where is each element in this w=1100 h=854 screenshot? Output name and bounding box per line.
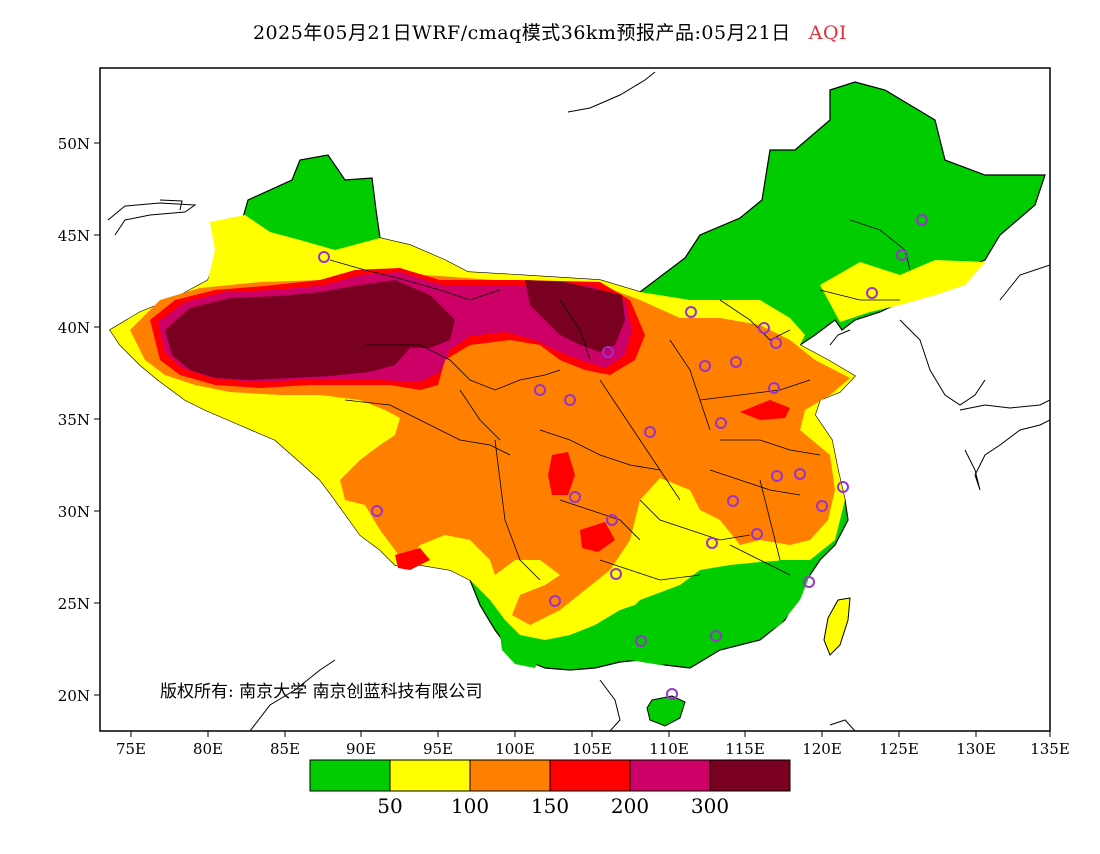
- neighbour-coastlines: [107, 71, 1050, 731]
- station-marker: [715, 417, 727, 429]
- legend-swatch-unhealthy: [549, 759, 631, 792]
- station-marker: [866, 287, 878, 299]
- lat-label: 40N: [58, 319, 90, 337]
- lon-label: 80E: [193, 740, 223, 758]
- lon-label: 90E: [346, 740, 376, 758]
- station-marker: [751, 528, 763, 540]
- taiwan-island: [823, 597, 851, 656]
- aqi-hotspot: [580, 522, 615, 552]
- station-marker: [916, 214, 928, 226]
- province-boundaries: [329, 219, 911, 581]
- station-marker: [896, 249, 908, 261]
- station-marker: [606, 514, 618, 526]
- lat-label: 20N: [58, 687, 90, 705]
- station-marker: [794, 468, 806, 480]
- lon-label: 115E: [725, 740, 765, 758]
- station-marker: [768, 382, 780, 394]
- lon-label: 100E: [495, 740, 535, 758]
- station-marker: [666, 688, 678, 700]
- lat-label: 30N: [58, 503, 90, 521]
- station-marker: [770, 337, 782, 349]
- map-frame: [99, 67, 1051, 732]
- lon-label: 120E: [802, 740, 842, 758]
- legend-swatch-usg: [469, 759, 551, 792]
- station-marker: [816, 500, 828, 512]
- aqi-hotspot: [548, 452, 575, 495]
- station-marker: [549, 595, 561, 607]
- aqi-zone-good-southwest: [500, 635, 545, 668]
- legend-threshold: 50: [377, 794, 402, 818]
- title-variable: AQI: [808, 22, 848, 44]
- lon-label: 130E: [956, 740, 996, 758]
- station-marker: [730, 356, 742, 368]
- legend-threshold: 300: [691, 794, 729, 818]
- station-marker: [318, 251, 330, 263]
- aqi-zone-hazardous-west: [165, 280, 455, 380]
- station-marker: [758, 322, 770, 334]
- station-marker: [610, 568, 622, 580]
- legend-swatch-good: [309, 759, 391, 792]
- station-marker: [644, 426, 656, 438]
- lon-label: 125E: [879, 740, 919, 758]
- legend-threshold: 150: [531, 794, 569, 818]
- lat-label: 50N: [58, 135, 90, 153]
- station-marker: [569, 491, 581, 503]
- lat-label: 35N: [58, 411, 90, 429]
- lat-label: 25N: [58, 595, 90, 613]
- station-marker: [602, 346, 614, 358]
- aqi-hotspot: [395, 548, 430, 570]
- legend-colorbar: [309, 759, 791, 792]
- latitude-axis: [94, 142, 100, 696]
- legend-swatch-moderate: [389, 759, 471, 792]
- station-marker: [771, 470, 783, 482]
- lon-label: 110E: [649, 740, 689, 758]
- station-marker: [371, 505, 383, 517]
- lon-label: 75E: [116, 740, 146, 758]
- station-marker: [837, 481, 849, 493]
- lon-label: 135E: [1030, 740, 1070, 758]
- copyright-text: 版权所有: 南京大学 南京创蓝科技有限公司: [160, 682, 483, 702]
- station-marker: [710, 630, 722, 642]
- lon-label: 85E: [270, 740, 300, 758]
- hainan-island: [646, 695, 686, 727]
- legend-swatch-very-unhealthy: [629, 759, 711, 792]
- longitude-axis: [130, 731, 1051, 737]
- aqi-zone-good-south: [610, 560, 810, 665]
- lon-label: 105E: [572, 740, 612, 758]
- legend-swatch-hazardous: [709, 759, 791, 792]
- station-marker: [534, 384, 546, 396]
- legend-threshold: 200: [611, 794, 649, 818]
- map-title: 2025年05月21日WRF/cmaq模式36km预报产品:05月21日 AQI: [0, 18, 1100, 45]
- aqi-zone-hazardous-east: [525, 280, 625, 352]
- legend-threshold: 100: [451, 794, 489, 818]
- title-main: 2025年05月21日WRF/cmaq模式36km预报产品:05月21日: [252, 22, 791, 44]
- station-marker: [727, 495, 739, 507]
- map-area: 版权所有: 南京大学 南京创蓝科技有限公司: [107, 71, 1050, 731]
- station-marker: [706, 537, 718, 549]
- lat-label: 45N: [58, 227, 90, 245]
- station-marker: [803, 576, 815, 588]
- lon-label: 95E: [423, 740, 453, 758]
- aqi-hotspot: [740, 400, 790, 420]
- aqi-zone-moderate-northeast: [820, 260, 985, 322]
- station-marker: [685, 306, 697, 318]
- station-marker: [564, 394, 576, 406]
- station-markers: [318, 214, 928, 700]
- station-marker: [635, 635, 647, 647]
- station-marker: [699, 360, 711, 372]
